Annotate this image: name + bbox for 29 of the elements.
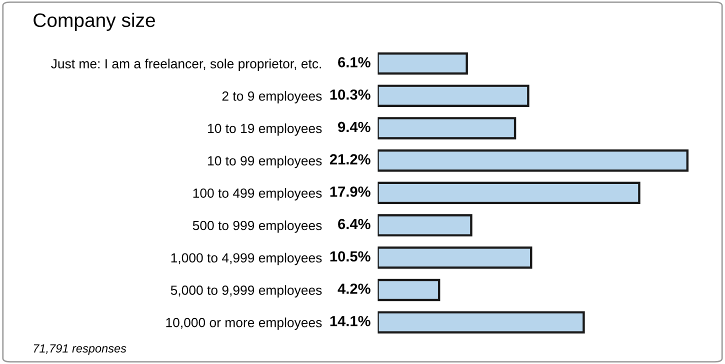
text: Company size	[34, 12, 155, 31]
data-label: 6.1%	[338, 57, 370, 68]
bar	[378, 214, 472, 236]
y-tick-label: 10,000 or more employees	[166, 318, 322, 330]
bar	[378, 311, 585, 334]
data-label: 9.4%	[338, 122, 370, 132]
data-label: 21.2%	[330, 154, 370, 164]
bar	[378, 149, 689, 172]
y-tick-label: 10 to 19 employees	[208, 123, 322, 136]
bar	[378, 117, 516, 140]
bar	[378, 278, 440, 302]
data-label: 17.9%	[330, 186, 370, 197]
data-label: 6.4%	[338, 218, 370, 230]
data-label: 4.2%	[338, 284, 370, 294]
y-tick-label: 500 to 999 employees	[192, 220, 322, 233]
y-tick-label: 2 to 9 employees	[222, 91, 322, 104]
data-label: 10.3%	[330, 89, 370, 100]
y-tick-label: Just me: I am a freelancer, sole proprietor, etc.	[51, 58, 321, 72]
bar	[378, 182, 640, 204]
y-tick-label: 1,000 to 4,999 employees	[171, 252, 322, 266]
y-tick-label: 100 to 499 employees	[193, 188, 322, 200]
y-tick-label: 10 to 99 employees	[208, 156, 322, 168]
bar	[378, 52, 468, 75]
y-tick-label: 5,000 to 9,999 employees	[170, 285, 322, 298]
data-label: 10.5%	[330, 251, 370, 262]
data-label: 14.1%	[330, 316, 370, 326]
bar	[378, 246, 532, 269]
text: 71,791 responses	[34, 344, 126, 355]
bar	[378, 84, 530, 107]
